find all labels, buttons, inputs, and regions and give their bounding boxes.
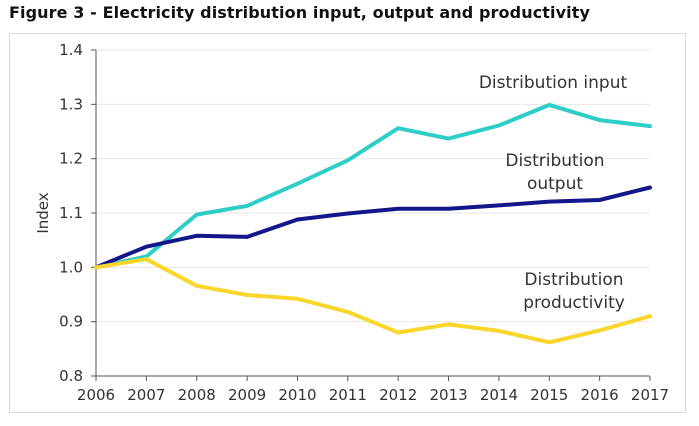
y-tick-label: 1.3 — [59, 95, 83, 113]
series-label-distribution-output: Distribution — [505, 151, 604, 171]
x-tick-label: 2010 — [278, 386, 316, 404]
series-label-distribution-input: Distribution input — [479, 73, 628, 93]
y-tick-label: 1.0 — [59, 258, 83, 276]
figure-title: Figure 3 - Electricity distribution inpu… — [9, 3, 590, 22]
series-lines — [94, 102, 652, 345]
y-tick-label: 1.1 — [59, 204, 83, 222]
x-tick-label: 2017 — [631, 386, 669, 404]
series-label-distribution-productivity: Distribution — [524, 270, 623, 290]
y-axis-title: Index — [34, 192, 52, 233]
y-tick-label: 0.8 — [59, 367, 83, 385]
x-tick-label: 2007 — [127, 386, 165, 404]
series-line-distribution-productivity — [94, 257, 652, 345]
series-label-distribution-productivity: productivity — [523, 293, 625, 313]
x-tick-label: 2013 — [429, 386, 467, 404]
series-line-distribution-output — [94, 185, 652, 270]
series-label-distribution-output: output — [527, 174, 583, 194]
y-tick-label: 1.2 — [59, 150, 83, 168]
x-tick-label: 2009 — [228, 386, 266, 404]
x-tick-label: 2015 — [530, 386, 568, 404]
y-tick-labels: 0.8 0.9 1.0 1.1 1.2 1.3 1.4 — [59, 41, 83, 385]
y-tick-label: 1.4 — [59, 41, 83, 59]
y-tick-label: 0.9 — [59, 313, 83, 331]
chart-frame — [9, 33, 686, 413]
x-tick-label: 2014 — [480, 386, 518, 404]
x-tick-label: 2008 — [178, 386, 216, 404]
x-tick-label: 2012 — [379, 386, 417, 404]
series-labels: Distribution input Distribution output Dist… — [479, 73, 628, 313]
x-tick-label: 2016 — [581, 386, 619, 404]
series-line-distribution-input — [94, 102, 652, 270]
axes — [91, 49, 651, 381]
x-tick-labels: 2006 2007 2008 2009 2010 2011 2012 2013 2014 2015… — [77, 386, 669, 404]
x-tick-label: 2006 — [77, 386, 115, 404]
x-tick-label: 2011 — [329, 386, 367, 404]
